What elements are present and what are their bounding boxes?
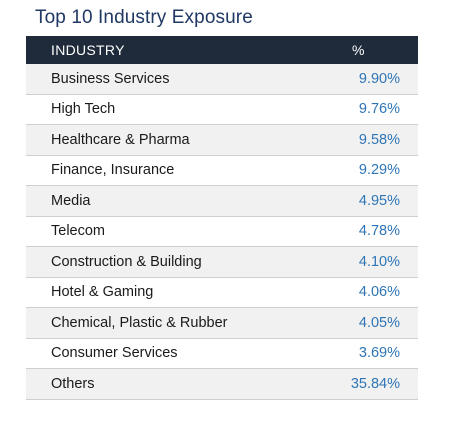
industry-name: High Tech	[51, 101, 116, 118]
industry-name: Finance, Insurance	[51, 162, 175, 179]
table-row: Hotel & Gaming 4.06%	[26, 277, 418, 308]
table-row: Construction & Building 4.10%	[26, 247, 418, 278]
table-row: Chemical, Plastic & Rubber 4.05%	[26, 308, 418, 339]
industry-name: Others	[51, 375, 95, 392]
table-row: Telecom 4.78%	[26, 216, 418, 247]
page-title: Top 10 Industry Exposure	[35, 7, 253, 28]
table-row: Media 4.95%	[26, 186, 418, 217]
industry-percent: 3.69%	[358, 345, 400, 362]
industry-percent: 4.05%	[358, 314, 400, 331]
industry-percent: 4.06%	[358, 284, 400, 301]
table-header: INDUSTRY %	[26, 36, 418, 64]
industry-name: Telecom	[51, 223, 105, 240]
industry-name: Chemical, Plastic & Rubber	[51, 314, 228, 331]
header-percent: %	[352, 42, 365, 58]
industry-percent: 4.78%	[358, 223, 400, 240]
industry-percent: 9.90%	[358, 70, 400, 87]
industry-percent: 9.58%	[358, 131, 400, 148]
table-row: High Tech 9.76%	[26, 94, 418, 125]
table-row: Business Services 9.90%	[26, 64, 418, 95]
industry-name: Construction & Building	[51, 253, 202, 270]
industry-name: Healthcare & Pharma	[51, 131, 190, 148]
industry-percent: 4.95%	[358, 192, 400, 209]
industry-name: Consumer Services	[51, 345, 178, 362]
table-row: Others 35.84%	[26, 369, 418, 400]
table-row: Healthcare & Pharma 9.58%	[26, 125, 418, 156]
header-industry: INDUSTRY	[51, 42, 125, 58]
industry-name: Media	[51, 192, 91, 209]
industry-percent: 9.29%	[358, 162, 400, 179]
industry-name: Business Services	[51, 70, 170, 87]
industry-name: Hotel & Gaming	[51, 284, 154, 301]
industry-percent: 4.10%	[358, 253, 400, 270]
table-body: Business Services 9.90% High Tech 9.76% …	[26, 64, 418, 400]
table-row: Finance, Insurance 9.29%	[26, 155, 418, 186]
industry-percent: 9.76%	[358, 101, 400, 118]
industry-percent: 35.84%	[350, 375, 400, 392]
table-row: Consumer Services 3.69%	[26, 338, 418, 369]
industry-exposure-table: INDUSTRY % Business Services 9.90% High …	[26, 36, 418, 400]
